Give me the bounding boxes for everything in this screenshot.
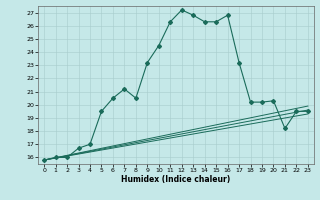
- X-axis label: Humidex (Indice chaleur): Humidex (Indice chaleur): [121, 175, 231, 184]
